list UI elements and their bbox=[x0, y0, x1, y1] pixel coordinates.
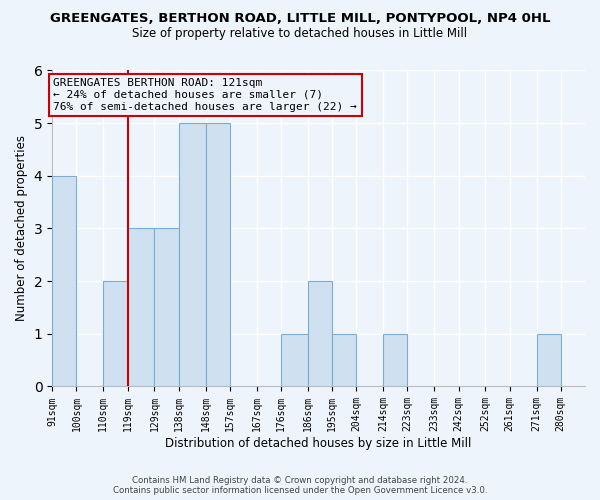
Bar bbox=[281, 334, 308, 386]
Bar bbox=[206, 123, 230, 386]
Bar bbox=[308, 281, 332, 386]
Bar bbox=[332, 334, 356, 386]
Bar bbox=[154, 228, 179, 386]
Bar bbox=[383, 334, 407, 386]
Y-axis label: Number of detached properties: Number of detached properties bbox=[15, 136, 28, 322]
Text: GREENGATES BERTHON ROAD: 121sqm
← 24% of detached houses are smaller (7)
76% of : GREENGATES BERTHON ROAD: 121sqm ← 24% of… bbox=[53, 78, 357, 112]
Text: GREENGATES, BERTHON ROAD, LITTLE MILL, PONTYPOOL, NP4 0HL: GREENGATES, BERTHON ROAD, LITTLE MILL, P… bbox=[50, 12, 550, 26]
Text: Contains HM Land Registry data © Crown copyright and database right 2024.
Contai: Contains HM Land Registry data © Crown c… bbox=[113, 476, 487, 495]
Bar bbox=[103, 281, 128, 386]
Bar bbox=[536, 334, 561, 386]
X-axis label: Distribution of detached houses by size in Little Mill: Distribution of detached houses by size … bbox=[166, 437, 472, 450]
Text: Size of property relative to detached houses in Little Mill: Size of property relative to detached ho… bbox=[133, 28, 467, 40]
Bar bbox=[128, 228, 154, 386]
Bar bbox=[52, 176, 76, 386]
Bar bbox=[179, 123, 206, 386]
